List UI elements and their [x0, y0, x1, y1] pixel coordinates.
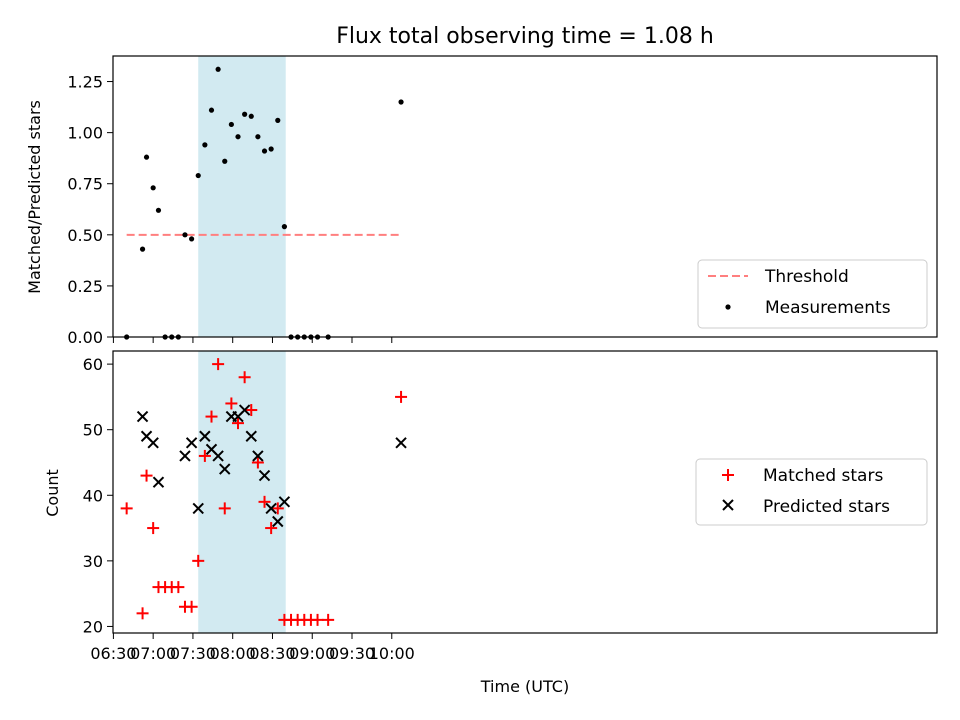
shaded-region	[198, 56, 285, 337]
measurement-point	[216, 67, 221, 72]
matched-star-point	[137, 607, 149, 619]
matched-star-point	[147, 522, 159, 534]
top-x-ticks	[113, 337, 391, 343]
measurement-point	[262, 148, 267, 153]
measurement-point	[282, 224, 287, 229]
y-tick-label: 50	[83, 421, 103, 440]
measurement-point	[222, 159, 227, 164]
measurement-point	[156, 208, 161, 213]
bottom-y-ticks: 20 30 40 50 60	[83, 355, 113, 636]
y-tick-label: 1.25	[67, 73, 103, 92]
y-tick-label: 40	[83, 486, 103, 505]
measurement-point	[229, 122, 234, 127]
y-tick-label: 1.00	[67, 124, 103, 143]
x-tick-label: 10:00	[369, 644, 415, 663]
bottom-x-ticks: 06:3007:0007:3008:0008:3009:0009:3010:00	[90, 633, 414, 663]
measurement-point	[398, 99, 403, 104]
measurement-point	[202, 142, 207, 147]
bottom-legend: Matched stars Predicted stars	[696, 459, 927, 525]
measurement-point	[144, 155, 149, 160]
y-tick-label: 0.25	[67, 277, 103, 296]
bottom-axes: 20 30 40 50 60 06:3007:0007:3008:0008:3009:0…	[43, 351, 937, 696]
y-tick-label: 0.75	[67, 175, 103, 194]
legend-matched-label: Matched stars	[763, 466, 883, 486]
predicted-star-point	[396, 438, 406, 448]
top-legend: Threshold Measurements	[698, 260, 927, 328]
predicted-star-point	[148, 438, 158, 448]
measurement-point	[140, 247, 145, 252]
legend-measurements-swatch	[725, 304, 730, 309]
measurement-point	[242, 112, 247, 117]
matched-star-point	[186, 601, 198, 613]
legend-threshold-label: Threshold	[764, 267, 849, 287]
y-tick-label: 20	[83, 617, 103, 636]
matched-star-point	[141, 470, 153, 482]
predicted-star-point	[153, 477, 163, 487]
predicted-star-point	[180, 451, 190, 461]
y-tick-label: 0.50	[67, 226, 103, 245]
shaded-region	[198, 351, 285, 633]
top-y-ticks: 0.00 0.25 0.50 0.75 1.00 1.25	[67, 73, 113, 347]
y-tick-label: 30	[83, 552, 103, 571]
bottom-plot-area	[121, 351, 407, 633]
measurement-point	[255, 134, 260, 139]
y-tick-label: 0.00	[67, 328, 103, 347]
chart-title: Flux total observing time = 1.08 h	[336, 24, 714, 49]
measurement-point	[275, 118, 280, 123]
predicted-star-point	[187, 438, 197, 448]
matched-star-point	[395, 391, 407, 403]
measurement-point	[196, 173, 201, 178]
matched-star-point	[172, 581, 184, 593]
measurement-point	[151, 185, 156, 190]
top-axes: 0.00 0.25 0.50 0.75 1.00 1.25 Matched/Predict…	[25, 56, 937, 347]
figure: Flux total observing time = 1.08 h 0.000…	[0, 0, 960, 720]
matched-star-point	[312, 614, 324, 626]
measurement-point	[209, 108, 214, 113]
matched-star-point	[121, 502, 133, 514]
predicted-star-point	[138, 412, 148, 422]
measurement-point	[269, 146, 274, 151]
measurement-point	[182, 232, 187, 237]
measurement-point	[235, 134, 240, 139]
measurement-point	[189, 236, 194, 241]
x-axis-label: Time (UTC)	[480, 677, 569, 696]
top-y-axis-label: Matched/Predicted stars	[25, 100, 44, 294]
top-plot-area	[124, 56, 404, 340]
bottom-y-axis-label: Count	[43, 469, 62, 517]
measurement-point	[249, 114, 254, 119]
legend-measurements-label: Measurements	[765, 298, 891, 318]
matched-star-point	[322, 614, 334, 626]
y-tick-label: 60	[83, 355, 103, 374]
legend-predicted-label: Predicted stars	[763, 497, 890, 517]
